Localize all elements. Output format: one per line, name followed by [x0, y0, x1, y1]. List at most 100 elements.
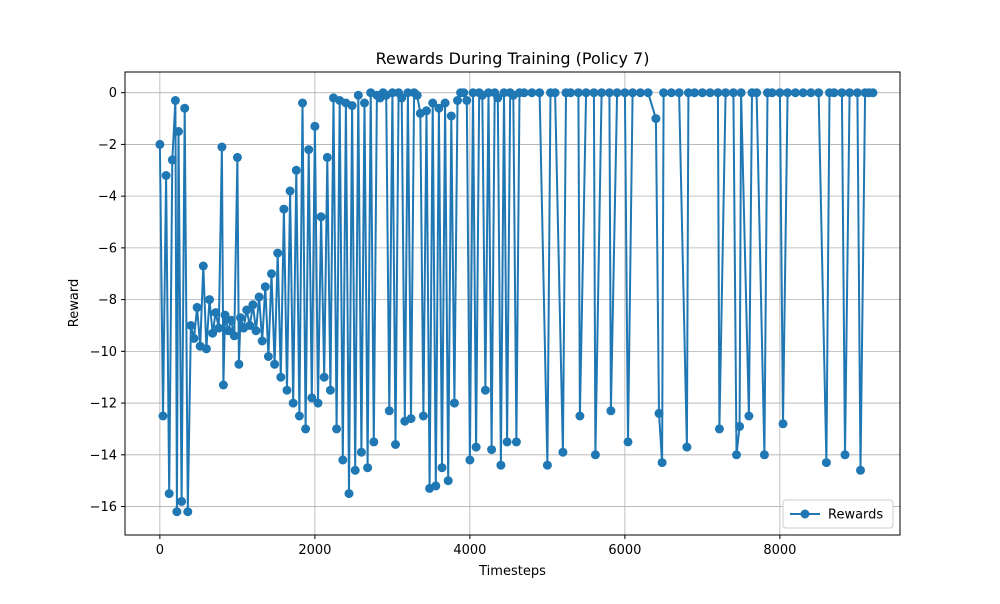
data-point [446, 111, 456, 121]
data-point [282, 385, 292, 395]
data-point [298, 98, 307, 108]
data-point [363, 463, 373, 473]
data-point [384, 406, 394, 416]
data-point [418, 411, 428, 421]
data-point [198, 261, 208, 271]
data-point [659, 88, 669, 98]
data-point [316, 212, 326, 222]
data-point [511, 437, 521, 447]
data-point [778, 419, 788, 429]
y-tick-label: −8 [98, 293, 117, 308]
data-point [254, 292, 264, 302]
data-point [350, 465, 360, 475]
data-point [783, 88, 793, 98]
data-point [397, 93, 407, 103]
data-point [226, 315, 236, 325]
data-point [566, 88, 576, 98]
data-point [170, 96, 180, 105]
data-point [158, 411, 168, 421]
data-point [654, 408, 664, 418]
y-tick-label: −2 [98, 138, 117, 153]
data-point [558, 447, 568, 457]
y-tick-label: −4 [98, 190, 117, 205]
data-point [223, 326, 233, 336]
data-point [279, 204, 289, 214]
y-axis-label: Reward [67, 279, 82, 327]
data-point [484, 88, 493, 98]
data-point [683, 88, 693, 98]
data-point [218, 380, 228, 390]
data-point [589, 88, 599, 98]
data-point [164, 489, 174, 499]
grid [125, 72, 900, 535]
data-point [270, 359, 280, 369]
data-point [496, 460, 506, 470]
plot-frame [124, 71, 901, 536]
data-point [294, 411, 304, 421]
data-point [260, 282, 270, 292]
data-point [868, 88, 878, 98]
data-point [468, 88, 478, 98]
data-point [313, 398, 323, 408]
chart-title: Rewards During Training (Policy 7) [376, 49, 650, 68]
data-point [550, 88, 560, 98]
data-point [612, 88, 622, 98]
data-point [635, 88, 645, 98]
legend-marker [800, 509, 810, 519]
data-point [211, 308, 221, 318]
data-point [752, 88, 762, 98]
data-point [245, 321, 255, 330]
y-tick-label: −12 [90, 397, 117, 412]
data-point [493, 93, 503, 103]
data-series [155, 88, 878, 517]
data-point [431, 481, 441, 491]
legend-label: Rewards [828, 508, 883, 523]
data-point [453, 96, 462, 105]
data-point [338, 455, 348, 465]
data-point [814, 88, 824, 98]
data-point [391, 440, 400, 449]
data-point [172, 507, 182, 517]
data-point [276, 372, 286, 382]
data-point [443, 476, 453, 486]
data-point [651, 114, 661, 124]
data-point [180, 103, 190, 113]
data-point [620, 88, 630, 98]
data-point [705, 88, 715, 98]
data-point [186, 321, 196, 330]
legend: Rewards [782, 499, 894, 529]
data-point [232, 152, 242, 162]
data-point [288, 398, 298, 408]
data-point [623, 437, 633, 447]
x-tick-label: 4000 [453, 543, 486, 558]
data-point [205, 295, 214, 305]
data-point [775, 88, 785, 98]
data-point [697, 88, 707, 98]
data-point [604, 88, 614, 98]
data-point [248, 300, 258, 310]
data-point [682, 442, 692, 452]
data-point [387, 88, 397, 98]
data-point [829, 88, 839, 98]
data-point [257, 336, 267, 346]
data-point [347, 101, 357, 111]
data-point [234, 359, 244, 369]
data-point [291, 165, 301, 175]
data-point [189, 333, 199, 343]
data-point [499, 88, 509, 98]
data-point [732, 450, 741, 460]
data-point [535, 88, 545, 98]
data-point [674, 88, 684, 98]
data-point [322, 152, 332, 162]
data-point [590, 450, 600, 460]
data-point [666, 88, 676, 98]
data-point [301, 424, 311, 434]
data-point [310, 121, 320, 131]
data-point [606, 406, 616, 416]
data-point [325, 385, 335, 395]
data-point [487, 445, 497, 455]
data-point [502, 437, 512, 447]
data-point [285, 186, 295, 196]
data-point [736, 88, 746, 98]
